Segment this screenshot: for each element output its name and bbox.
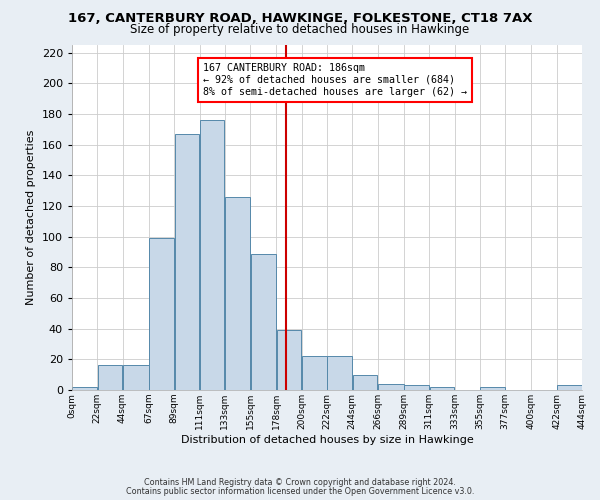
Bar: [353, 374, 377, 390]
Bar: [277, 330, 301, 390]
Text: 167, CANTERBURY ROAD, HAWKINGE, FOLKESTONE, CT18 7AX: 167, CANTERBURY ROAD, HAWKINGE, FOLKESTO…: [68, 12, 532, 26]
Bar: [480, 387, 505, 390]
Bar: [302, 356, 326, 390]
Text: Contains public sector information licensed under the Open Government Licence v3: Contains public sector information licen…: [126, 487, 474, 496]
Text: Size of property relative to detached houses in Hawkinge: Size of property relative to detached ho…: [130, 22, 470, 36]
X-axis label: Distribution of detached houses by size in Hawkinge: Distribution of detached houses by size …: [181, 434, 473, 444]
Bar: [98, 366, 122, 390]
Bar: [251, 254, 276, 390]
Y-axis label: Number of detached properties: Number of detached properties: [26, 130, 36, 305]
Bar: [73, 387, 97, 390]
Bar: [225, 197, 250, 390]
Bar: [430, 387, 454, 390]
Bar: [200, 120, 224, 390]
Text: Contains HM Land Registry data © Crown copyright and database right 2024.: Contains HM Land Registry data © Crown c…: [144, 478, 456, 487]
Bar: [149, 238, 174, 390]
Bar: [328, 356, 352, 390]
Bar: [378, 384, 404, 390]
Text: 167 CANTERBURY ROAD: 186sqm
← 92% of detached houses are smaller (684)
8% of sem: 167 CANTERBURY ROAD: 186sqm ← 92% of det…: [203, 64, 467, 96]
Bar: [123, 366, 149, 390]
Bar: [175, 134, 199, 390]
Bar: [557, 386, 581, 390]
Bar: [404, 386, 429, 390]
